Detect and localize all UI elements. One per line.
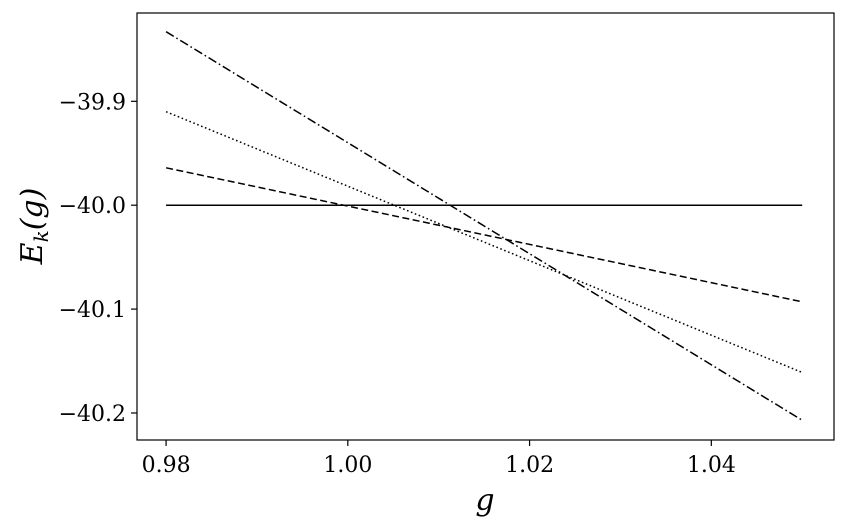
series-line-dashed [165, 167, 803, 303]
x-tick-label: 1.02 [505, 453, 554, 478]
x-axis-label: g [475, 483, 494, 518]
y-tick-label: −40.0 [59, 194, 126, 219]
x-tick-label: 1.00 [323, 453, 372, 478]
y-tick-label: −40.1 [59, 298, 126, 323]
plot-lines [165, 31, 803, 421]
x-tick-label: 0.98 [142, 453, 191, 478]
series-line-dashdot [165, 31, 803, 421]
y-axis-ticks: −39.9 −40.0 −40.1 −40.2 [59, 90, 137, 427]
y-tick-label: −40.2 [59, 402, 126, 427]
x-tick-label: 1.04 [687, 453, 736, 478]
y-tick-label: −39.9 [59, 90, 126, 115]
plot-frame [136, 12, 835, 441]
y-axis-label: Ek(g) [15, 188, 53, 266]
series-line-dotted [165, 111, 803, 374]
x-axis-ticks: 0.98 1.00 1.02 1.04 [142, 440, 736, 478]
